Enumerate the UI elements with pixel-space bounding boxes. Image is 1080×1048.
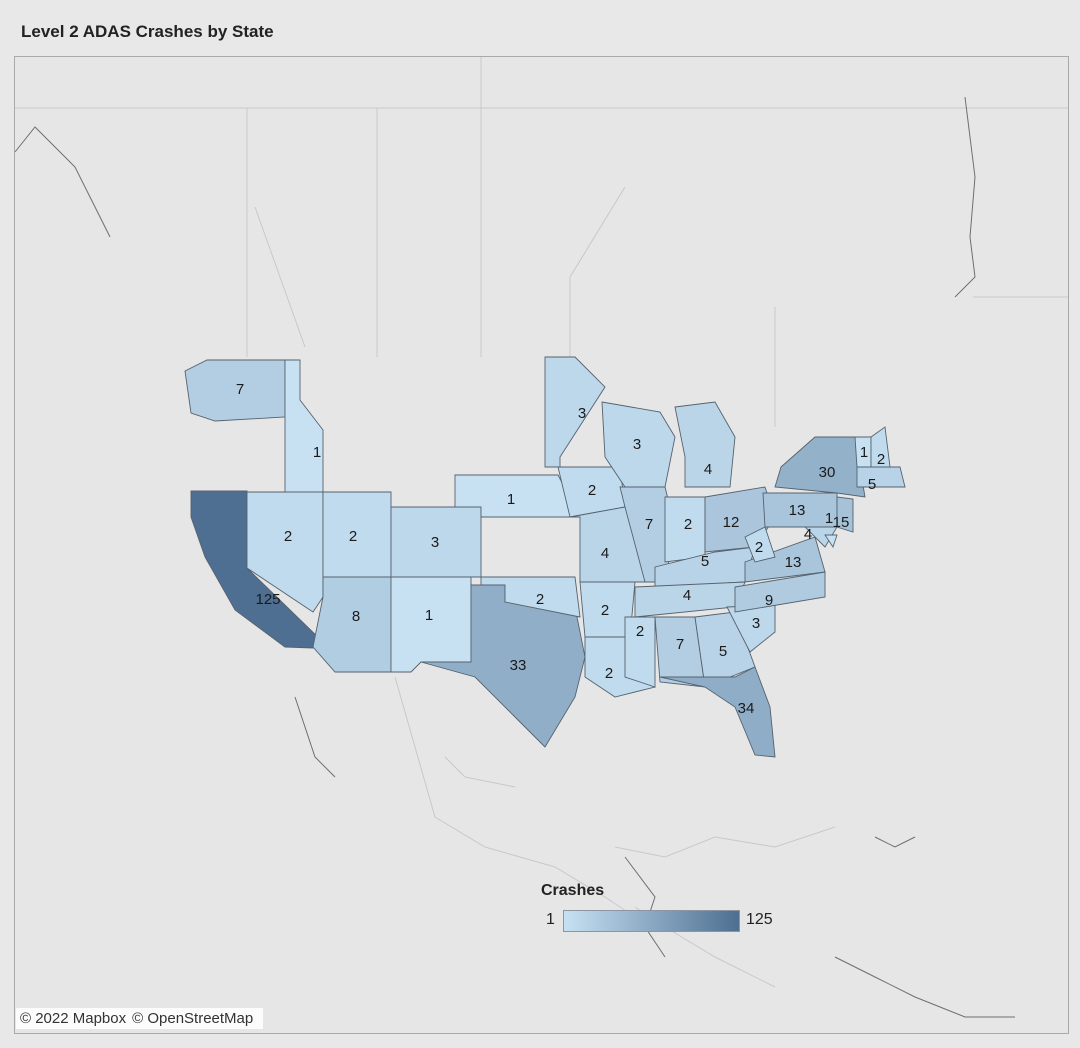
state-value-label-wv: 2 xyxy=(755,539,763,556)
state-region-wv[interactable] xyxy=(744,526,776,563)
state-region-nc[interactable] xyxy=(734,571,826,613)
state-value-label-mo: 4 xyxy=(601,545,609,562)
map-canvas[interactable]: 7 1 125 2 2 8 3 1 1 33 2 3 2 4 2 2 3 7 4 2 12 5 4 2 7 5 34 3 9 13 2 13 3… xyxy=(14,56,1069,1034)
state-value-label-ok: 2 xyxy=(536,591,544,608)
states-layer[interactable] xyxy=(184,356,906,758)
basemap-lines xyxy=(15,57,1068,1018)
state-value-label-nv: 2 xyxy=(284,528,292,545)
legend-title: Crashes xyxy=(541,882,605,899)
state-value-label-la: 2 xyxy=(605,665,613,682)
legend-max-label: 125 xyxy=(746,911,773,928)
state-value-label-ma: 5 xyxy=(868,476,876,493)
state-region-de[interactable] xyxy=(824,534,838,549)
state-value-label-nm: 1 xyxy=(425,607,433,624)
state-value-label-wi: 3 xyxy=(633,436,641,453)
state-region-nj[interactable] xyxy=(836,496,854,533)
state-value-label-fl: 34 xyxy=(738,700,755,717)
state-value-label-mi: 4 xyxy=(704,461,712,478)
page-title: Level 2 ADAS Crashes by State xyxy=(21,22,274,41)
state-value-label-tx: 33 xyxy=(510,657,527,674)
state-region-ne[interactable] xyxy=(454,474,581,518)
state-value-label-ny: 30 xyxy=(819,464,836,481)
state-value-label-ne: 1 xyxy=(507,491,515,508)
mapbox-attribution-link[interactable]: © 2022 Mapbox xyxy=(20,1010,127,1027)
state-value-label-nj: 15 xyxy=(833,514,850,531)
state-region-id[interactable] xyxy=(284,359,324,493)
legend-color-ramp xyxy=(563,910,740,932)
state-region-nv[interactable] xyxy=(246,491,324,613)
state-value-label-ut: 2 xyxy=(349,528,357,545)
state-value-label-wa: 7 xyxy=(236,381,244,398)
state-value-label-sc: 3 xyxy=(752,615,760,632)
state-value-label-ca: 125 xyxy=(255,591,280,608)
state-value-label-ia: 2 xyxy=(588,482,596,499)
state-value-label-md: 4 xyxy=(804,526,812,543)
state-value-label-al: 7 xyxy=(676,636,684,653)
state-value-label-pa: 13 xyxy=(789,502,806,519)
state-region-va[interactable] xyxy=(744,536,826,583)
state-value-label-oh: 12 xyxy=(723,514,740,531)
state-value-label-vt: 1 xyxy=(860,444,868,461)
state-value-label-co: 3 xyxy=(431,534,439,551)
state-value-label-ky: 5 xyxy=(701,553,709,570)
state-value-label-in: 2 xyxy=(684,516,692,533)
state-value-label-az: 8 xyxy=(352,608,360,625)
state-region-ma[interactable] xyxy=(856,466,906,488)
state-region-ok[interactable] xyxy=(480,576,581,618)
state-region-fl[interactable] xyxy=(659,666,776,758)
state-value-label-tn: 4 xyxy=(683,587,691,604)
state-value-label-ms: 2 xyxy=(636,623,644,640)
osm-attribution-link[interactable]: © OpenStreetMap xyxy=(132,1010,254,1027)
state-region-mn[interactable] xyxy=(544,356,606,468)
state-value-label-de: 1 xyxy=(825,510,833,527)
state-value-label-nc: 9 xyxy=(765,592,773,609)
state-region-mi[interactable] xyxy=(674,401,736,488)
state-value-label-mn: 3 xyxy=(578,405,586,422)
state-region-ny[interactable] xyxy=(774,436,866,498)
map-attribution[interactable]: © 2022 Mapbox © OpenStreetMap xyxy=(16,1008,264,1029)
state-value-label-nh: 2 xyxy=(877,451,885,468)
state-value-label-va: 13 xyxy=(785,554,802,571)
legend-min-label: 1 xyxy=(546,911,555,928)
state-region-ms[interactable] xyxy=(624,616,656,688)
state-value-label-ar: 2 xyxy=(601,602,609,619)
state-value-label-il: 7 xyxy=(645,516,653,533)
state-region-nm[interactable] xyxy=(390,576,472,673)
state-value-label-ga: 5 xyxy=(719,643,727,660)
state-value-label-id: 1 xyxy=(313,444,321,461)
